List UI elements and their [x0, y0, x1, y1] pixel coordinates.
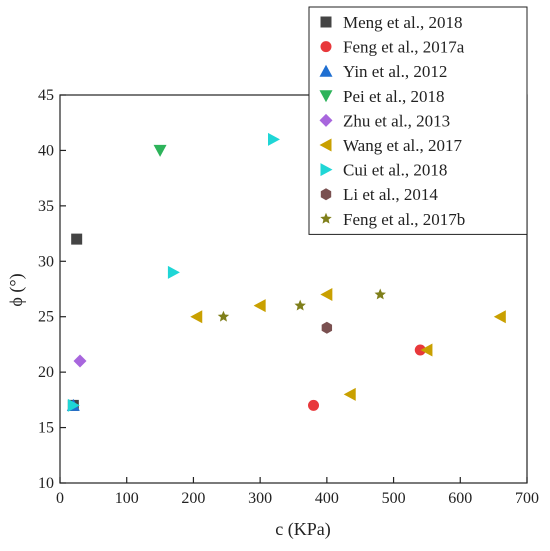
data-point — [414, 344, 426, 356]
x-tick-label: 200 — [181, 490, 205, 507]
y-tick-label: 10 — [38, 475, 54, 492]
legend-marker — [319, 138, 332, 152]
y-tick-label: 15 — [38, 420, 54, 437]
data-point — [308, 399, 320, 411]
data-point — [73, 354, 87, 368]
data-point — [420, 343, 433, 357]
data-point — [320, 288, 333, 302]
data-point — [374, 288, 386, 300]
legend-marker — [319, 90, 333, 103]
y-tick-label: 25 — [38, 309, 54, 326]
y-tick-label: 40 — [38, 142, 54, 159]
legend-marker — [319, 64, 333, 77]
legend-entry-label: Cui et al., 2018 — [343, 161, 447, 180]
legend-marker — [320, 163, 333, 177]
data-point — [67, 398, 80, 412]
x-tick-label: 600 — [448, 490, 472, 507]
legend-marker — [320, 212, 332, 224]
legend-marker — [320, 188, 332, 201]
data-points — [66, 132, 506, 412]
x-tick-label: 0 — [56, 490, 64, 507]
data-point — [217, 310, 230, 322]
y-tick-label: 20 — [38, 364, 54, 381]
axes: 0 100 200 300 400 500 600 700 10 15 20 25 30 35 40 45 — [38, 87, 539, 507]
data-point — [294, 299, 306, 311]
data-point — [153, 144, 167, 157]
legend-entry-label: Pei et al., 2018 — [343, 87, 445, 106]
data-point — [343, 387, 356, 401]
x-tick-label: 400 — [315, 490, 339, 507]
legend-entry-label: Zhu et al., 2013 — [343, 111, 450, 130]
legend-box — [308, 6, 528, 235]
legend-entry-label: Wang et al., 2017 — [343, 136, 463, 155]
legend: Meng et al., 2018 Feng et al., 2017a Yin e… — [308, 6, 528, 235]
legend-entry-label: Feng et al., 2017b — [343, 210, 465, 229]
data-point — [190, 310, 203, 324]
x-tick-label: 100 — [115, 490, 139, 507]
legend-marker — [320, 41, 332, 53]
plot-area — [59, 94, 528, 484]
data-point — [321, 321, 333, 334]
data-point — [267, 132, 280, 146]
data-point — [167, 265, 180, 279]
x-tick-label: 300 — [248, 490, 272, 507]
y-axis-label: ϕ (°) — [6, 273, 27, 306]
legend-entry-label: Li et al., 2014 — [343, 185, 438, 204]
data-point — [71, 233, 83, 245]
data-point — [253, 299, 266, 313]
y-tick-label: 30 — [38, 253, 54, 270]
legend-marker — [319, 113, 333, 127]
y-tick-label: 35 — [38, 198, 54, 215]
data-point — [493, 310, 506, 324]
plot-border — [59, 94, 528, 484]
legend-entry-label: Yin et al., 2012 — [343, 62, 447, 81]
x-axis-label: c (KPa) — [275, 519, 330, 540]
legend-entry-label: Feng et al., 2017a — [343, 38, 465, 57]
legend-marker — [320, 16, 332, 28]
x-tick-label: 700 — [515, 490, 539, 507]
x-tick-label: 500 — [382, 490, 406, 507]
legend-entry-label: Meng et al., 2018 — [343, 13, 462, 32]
y-tick-label: 45 — [38, 87, 54, 104]
